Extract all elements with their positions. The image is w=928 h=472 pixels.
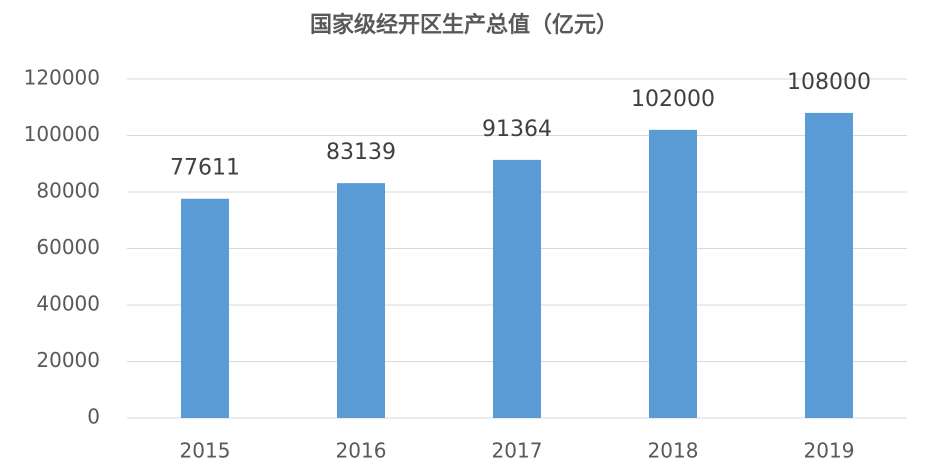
bar bbox=[649, 129, 697, 418]
x-tick-label: 2016 bbox=[336, 439, 387, 463]
x-tick-label: 2015 bbox=[180, 439, 231, 463]
data-label: 77611 bbox=[170, 156, 240, 181]
bar bbox=[805, 112, 853, 419]
x-tick-label: 2019 bbox=[804, 439, 855, 463]
y-tick-label: 120000 bbox=[24, 66, 100, 90]
x-tick-label: 2017 bbox=[492, 439, 543, 463]
chart-title: 国家级经开区生产总值（亿元） bbox=[310, 12, 618, 38]
data-label: 108000 bbox=[787, 70, 871, 95]
bar bbox=[493, 159, 541, 418]
bar bbox=[181, 198, 229, 418]
y-tick-label: 20000 bbox=[36, 348, 100, 372]
data-label: 102000 bbox=[631, 87, 715, 112]
y-tick-label: 100000 bbox=[24, 122, 100, 146]
y-tick-label: 0 bbox=[87, 405, 100, 429]
y-tick-label: 60000 bbox=[36, 235, 100, 259]
y-tick-label: 80000 bbox=[36, 179, 100, 203]
y-tick-label: 40000 bbox=[36, 292, 100, 316]
x-tick-label: 2018 bbox=[648, 439, 699, 463]
data-label: 91364 bbox=[482, 117, 552, 142]
bar bbox=[337, 183, 385, 418]
data-label: 83139 bbox=[326, 140, 396, 165]
